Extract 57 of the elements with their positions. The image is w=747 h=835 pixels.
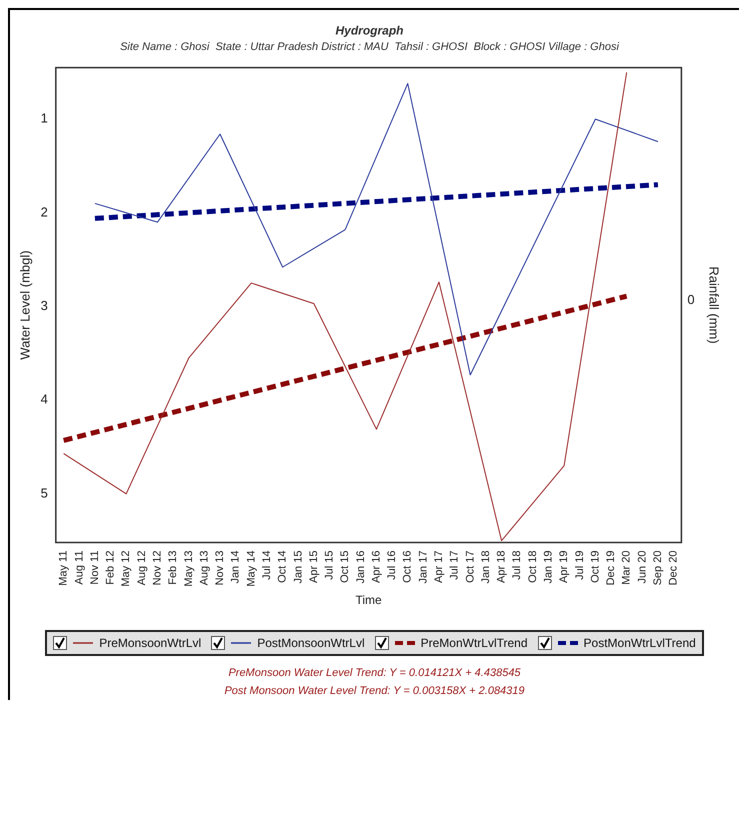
x-tick-label: Jan 16 (354, 550, 367, 584)
text: PreMonsoon Water Level Trend: Y = 0.014121X + 4.438545 (227, 666, 522, 681)
x-tick-label: Jan 18 (480, 550, 492, 584)
y-tick-label: 5 (40, 485, 48, 500)
x-tick-label: Apr 17 (433, 550, 446, 583)
x-tick-label: Jul 17 (448, 550, 461, 580)
x-tick-label: May 12 (120, 550, 132, 587)
x-tick-label: Aug 13 (198, 550, 210, 586)
x-tick-label: Jul 16 (386, 550, 398, 580)
x-tick-label: Jan 15 (292, 550, 304, 584)
x-tick-label: Apr 16 (370, 550, 382, 583)
x-tick-label: May 11 (58, 550, 70, 586)
chart-title: Hydrograph (335, 24, 404, 38)
x-tick-label: Feb 13 (167, 550, 180, 585)
x-tick-label: Mar 20 (620, 550, 633, 585)
x-tick-label: Nov 13 (214, 550, 226, 586)
chart-subtitle: Site Name : Ghosi State : Uttar Pradesh District : MAU Tahsil : GHOSI Block : GHOSI Village : Ghosi (120, 41, 620, 54)
legend-label: PreMonWtrLvlTrend (420, 636, 528, 650)
x-tick-label: Nov 12 (152, 550, 164, 586)
x-tick-label: Oct 15 (339, 550, 352, 583)
x-tick-label: Jun 20 (636, 550, 648, 584)
x-tick-label: Jan 14 (230, 550, 242, 584)
legend-label: PostMonsoonWtrLvl (257, 636, 365, 650)
x-tick-label: Oct 19 (589, 550, 602, 583)
y-tick-label: 4 (40, 392, 48, 407)
y-tick-label: 1 (40, 110, 48, 126)
x-tick-label: Sep 20 (652, 550, 664, 586)
x-tick-label: Apr 15 (308, 550, 320, 583)
x-tick-label: Nov 11 (88, 550, 101, 585)
x-tick-label: Feb 12 (104, 550, 117, 585)
x-tick-label: Oct 16 (402, 550, 414, 583)
x-tick-label: Jul 19 (574, 550, 586, 580)
text: 0 (687, 292, 695, 307)
y-tick-label: 2 (40, 204, 48, 220)
x-tick-label: Jan 19 (542, 550, 554, 584)
y2-axis-title: Rainfall (mm) (706, 266, 722, 344)
x-tick-label: Aug 12 (136, 550, 148, 586)
x-tick-label: Dec 19 (605, 550, 618, 586)
x-tick-label: May 13 (182, 550, 195, 587)
y-axis-title: Water Level (mbgl) (17, 250, 32, 360)
x-tick-label: May 14 (245, 550, 258, 587)
x-tick-label: Jan 17 (417, 550, 430, 584)
x-tick-label: Oct 14 (276, 550, 289, 583)
x-tick-label: Oct 18 (526, 550, 539, 583)
x-tick-label: Aug 11 (73, 550, 86, 585)
x-tick-label: Dec 20 (668, 550, 680, 586)
x-tick-label: Apr 19 (558, 550, 570, 583)
x-tick-label: Jul 18 (511, 550, 524, 580)
text: Post Monsoon Water Level Trend: Y = 0.003158X + 2.084319 (223, 684, 526, 699)
x-tick-label: Oct 17 (464, 550, 476, 583)
y-tick-label: 3 (40, 298, 48, 314)
x-tick-label: Jul 15 (324, 550, 336, 580)
legend-label: PreMonsoonWtrLvl (99, 636, 202, 650)
x-tick-label: Apr 18 (496, 550, 508, 583)
x-tick-label: Jul 14 (260, 550, 273, 580)
x-axis-title: Time (356, 593, 382, 608)
legend-label: PostMonWtrLvlTrend (584, 636, 696, 650)
